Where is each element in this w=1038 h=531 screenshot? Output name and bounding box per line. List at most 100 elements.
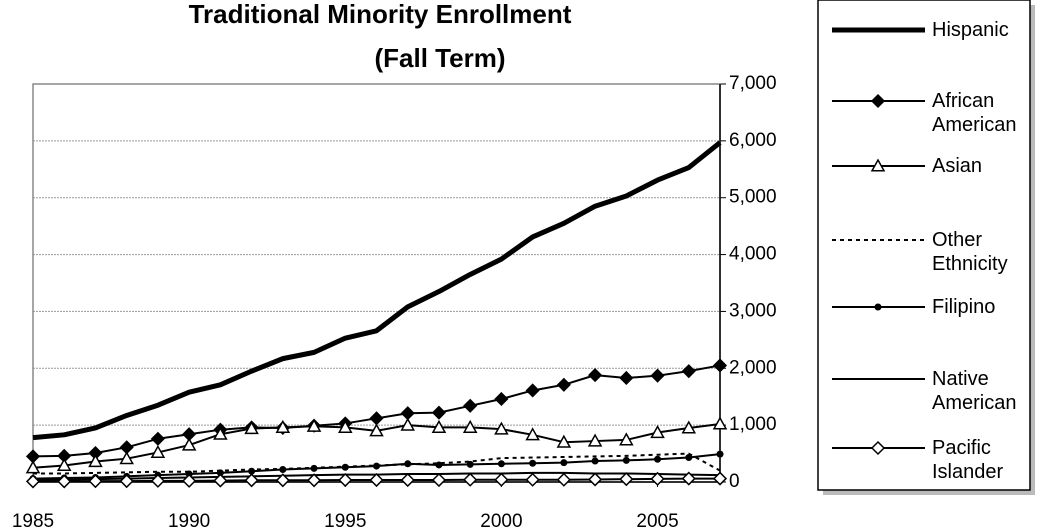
x-tick-label: 1995: [324, 511, 366, 531]
marker: [56, 457, 72, 472]
marker: [57, 474, 72, 489]
legend-label: Native American: [932, 368, 1017, 414]
chart-title: Traditional Minority Enrollment: [189, 0, 572, 29]
series-line: [33, 452, 721, 475]
marker: [654, 455, 662, 463]
marker: [310, 464, 318, 472]
marker: [525, 383, 540, 398]
marker: [213, 426, 228, 440]
marker: [529, 459, 537, 467]
y-tick-label: 1,000: [729, 414, 777, 435]
marker: [462, 419, 478, 433]
marker: [150, 431, 165, 446]
marker: [681, 471, 696, 486]
y-tick-label: 4,000: [729, 244, 777, 265]
marker: [150, 444, 166, 458]
marker: [338, 472, 353, 488]
legend-label: Asian: [932, 155, 983, 177]
marker: [248, 467, 256, 475]
marker: [712, 416, 728, 430]
marker: [400, 417, 416, 431]
marker: [435, 461, 443, 469]
marker: [306, 418, 322, 432]
x-tick-label: 1990: [168, 511, 210, 531]
marker: [466, 460, 474, 468]
marker: [716, 450, 724, 458]
marker: [556, 377, 571, 392]
y-tick-label: 5,000: [729, 187, 777, 208]
marker: [182, 473, 197, 488]
marker: [400, 406, 415, 421]
marker: [216, 469, 224, 477]
marker: [275, 473, 290, 488]
legend-label: Hispanic: [932, 19, 1009, 41]
marker: [650, 368, 665, 383]
marker: [560, 459, 568, 467]
y-tick-label: 0: [729, 471, 740, 492]
marker: [181, 437, 197, 451]
marker: [591, 457, 599, 465]
marker: [619, 370, 634, 386]
marker: [587, 433, 603, 447]
marker: [650, 471, 665, 486]
marker: [431, 472, 447, 488]
marker: [874, 303, 882, 311]
marker: [431, 419, 447, 433]
marker: [463, 472, 478, 487]
marker: [619, 472, 634, 487]
y-tick-label: 7,000: [729, 73, 777, 94]
legend-label: African American: [932, 90, 1017, 136]
y-tick-label: 6,000: [729, 130, 777, 151]
marker: [150, 473, 165, 488]
marker: [525, 427, 540, 441]
x-tick-label: 2005: [636, 511, 678, 531]
marker: [88, 474, 103, 489]
marker: [556, 472, 571, 487]
marker: [556, 434, 572, 448]
marker: [404, 460, 412, 468]
y-tick-label: 3,000: [729, 300, 777, 321]
marker: [870, 158, 886, 172]
marker: [681, 364, 696, 379]
marker: [712, 471, 728, 486]
marker: [341, 463, 349, 471]
marker: [279, 465, 287, 473]
marker: [373, 462, 380, 470]
marker: [588, 368, 603, 383]
marker: [306, 473, 322, 488]
marker: [588, 472, 603, 487]
marker: [88, 453, 103, 468]
marker: [244, 421, 259, 435]
marker: [25, 474, 41, 489]
marker: [650, 424, 665, 439]
marker: [870, 440, 886, 456]
legend-label: Pacific Islander: [932, 437, 1004, 483]
marker: [494, 391, 509, 407]
marker: [431, 405, 447, 420]
marker: [369, 423, 384, 437]
marker: [685, 454, 693, 462]
legend-box: [817, 0, 1031, 491]
marker: [870, 93, 886, 109]
marker: [622, 456, 630, 464]
marker: [337, 419, 353, 433]
x-tick-label: 2000: [480, 511, 522, 531]
chart-subtitle: (Fall Term): [375, 43, 506, 73]
legend-label: Other Ethnicity: [932, 229, 1008, 275]
marker: [525, 472, 540, 487]
marker: [369, 472, 384, 488]
marker: [681, 420, 697, 434]
marker: [619, 432, 634, 446]
marker: [494, 472, 509, 487]
marker: [244, 473, 259, 488]
marker: [463, 398, 478, 413]
legend-label: Filipino: [932, 296, 996, 318]
marker: [494, 421, 509, 435]
marker: [119, 474, 134, 489]
marker: [712, 358, 728, 373]
marker: [213, 473, 228, 488]
series-line: [32, 140, 722, 441]
x-tick-label: 1985: [12, 511, 54, 531]
